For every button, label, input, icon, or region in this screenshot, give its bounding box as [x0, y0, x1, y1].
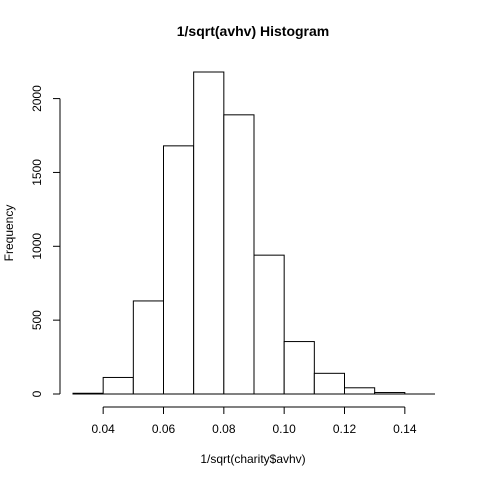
histogram-bar-8 — [313, 372, 346, 395]
bars-group — [72, 71, 435, 395]
y-tick-label-2: 1000 — [30, 233, 44, 260]
y-tick-label-3: 1500 — [30, 159, 44, 186]
x-tick-label-0: 0.04 — [91, 422, 115, 436]
histogram-bar-2 — [132, 300, 164, 395]
histogram-bar-6 — [253, 254, 285, 395]
y-axis: 0 500 1000 1500 2000 — [30, 85, 61, 397]
y-tick-label-1: 500 — [30, 310, 44, 330]
x-tick-label-1: 0.06 — [152, 422, 176, 436]
y-axis-label: Frequency — [2, 205, 16, 262]
chart-title: 1/sqrt(avhv) Histogram — [177, 23, 329, 39]
histogram-bar-5 — [223, 114, 255, 395]
y-tick-label-4: 2000 — [30, 85, 44, 112]
histogram-bar-10 — [374, 392, 406, 395]
x-tick-label-5: 0.14 — [393, 422, 417, 436]
y-tick-label-0: 0 — [30, 390, 44, 397]
x-axis-label: 1/sqrt(charity$avhv) — [200, 452, 305, 466]
x-tick-label-3: 0.10 — [272, 422, 296, 436]
x-tick-label-2: 0.08 — [212, 422, 236, 436]
histogram-bar-7 — [283, 341, 315, 395]
histogram-bar-3 — [163, 145, 195, 395]
x-axis: 0.04 0.06 0.08 0.10 0.12 0.14 — [91, 406, 417, 436]
histogram-bar-0 — [72, 392, 104, 395]
x-tick-label-4: 0.12 — [333, 422, 357, 436]
histogram-bar-9 — [344, 387, 376, 395]
histogram-bar-1 — [102, 376, 134, 395]
histogram-bar-4 — [193, 71, 225, 395]
